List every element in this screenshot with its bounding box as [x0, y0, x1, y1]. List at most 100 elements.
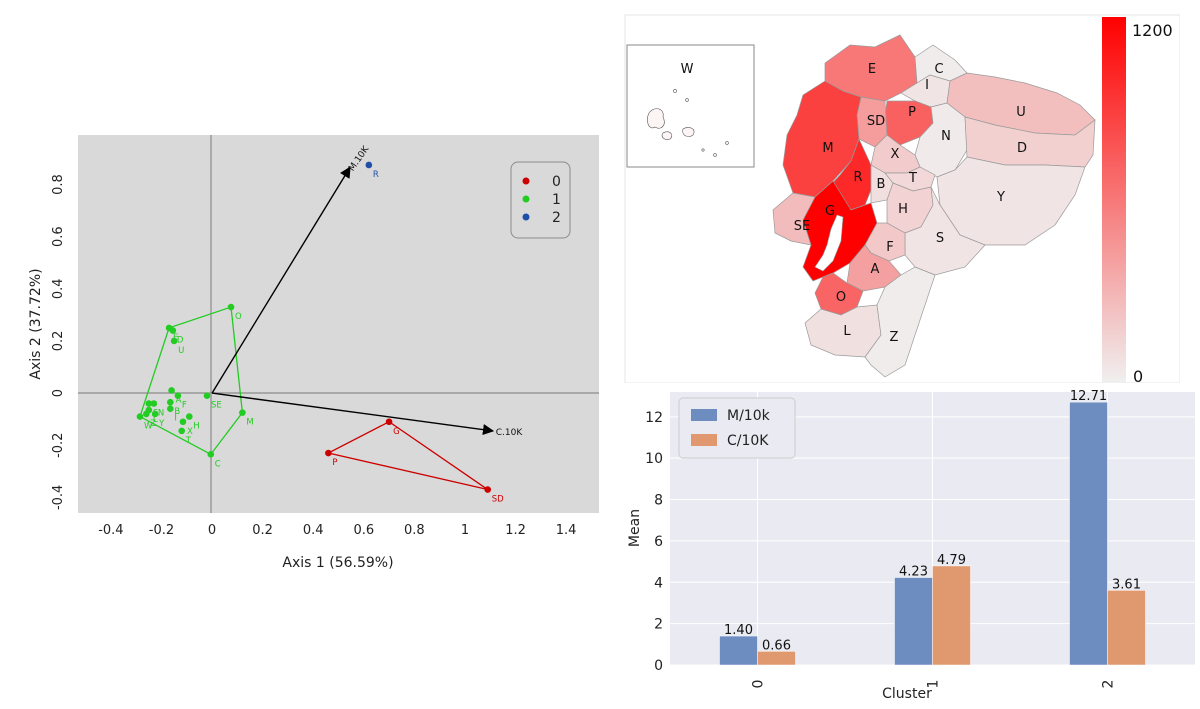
- inset-frame: [626, 44, 755, 168]
- bar-legend-label-c: C/10K: [727, 433, 769, 449]
- region-label-S: S: [936, 231, 944, 246]
- point-label-P: P: [332, 458, 337, 468]
- point-label-Z: Z: [150, 419, 156, 429]
- bar-m10k-cluster-1: [894, 577, 933, 666]
- point-O: [227, 303, 235, 311]
- point-label-SD: SD: [492, 495, 504, 505]
- bar-value-c10k-cluster-1: 4.79: [937, 553, 966, 568]
- bar-x-axis-label: Cluster: [882, 686, 932, 702]
- point-SE: [203, 392, 211, 399]
- bar-c10k-cluster-2: [1107, 590, 1146, 666]
- point-label-B: B: [174, 407, 180, 417]
- colorbar: [1102, 17, 1126, 383]
- point-label-F: F: [182, 401, 187, 411]
- point-W: [136, 413, 144, 420]
- point-T: [178, 427, 185, 435]
- region-label-I: I: [925, 78, 929, 93]
- point-Z: [142, 410, 150, 418]
- pca-legend-label-2: 2: [552, 210, 561, 226]
- vector-m10k: [211, 166, 351, 394]
- point-label-T: T: [185, 436, 192, 446]
- inset-islet-2: [685, 98, 689, 102]
- region-label-SE: SE: [794, 219, 810, 234]
- point-H: [185, 413, 193, 420]
- point-C: [207, 451, 215, 458]
- point-X: [179, 418, 187, 426]
- inset-label: W: [681, 62, 694, 77]
- region-label-M: M: [822, 141, 833, 156]
- choropleth-map: W E C I U P SD N M X D R: [624, 14, 1180, 383]
- pca-x-tick-7: 1: [461, 523, 469, 538]
- region-SE: [772, 192, 816, 246]
- pca-y-tick-5: 0.6: [51, 226, 66, 247]
- pca-x-tick-2: 0: [208, 523, 216, 538]
- region-label-SD: SD: [867, 114, 885, 129]
- point-U: [170, 337, 178, 345]
- pca-y-axis-label: Axis 2 (37.72%): [28, 268, 44, 379]
- bar-value-c10k-cluster-0: 0.66: [762, 638, 791, 653]
- region-label-C: C: [934, 62, 943, 77]
- point-N: [150, 400, 158, 407]
- point-G: [385, 418, 393, 426]
- pca-x-tick-9: 1.4: [556, 523, 577, 538]
- point-label-N: N: [158, 409, 164, 419]
- region-label-X: X: [891, 147, 900, 162]
- bar-value-m10k-cluster-2: 12.71: [1070, 389, 1107, 404]
- region-label-Z: Z: [890, 330, 899, 345]
- pca-x-tick-5: 0.6: [353, 523, 374, 538]
- point-P: [325, 449, 332, 457]
- point-label-E: E: [173, 333, 178, 343]
- point-Y: [151, 410, 159, 418]
- inset-islet-4: [725, 141, 729, 145]
- inset-islet-1: [673, 89, 677, 93]
- region-label-Y: Y: [996, 190, 1005, 205]
- point-A: [168, 387, 175, 394]
- point-label-X: X: [187, 427, 193, 437]
- pca-x-tick-4: 0.4: [303, 523, 324, 538]
- point-label-H: H: [193, 422, 199, 432]
- point-label-D: D: [177, 336, 184, 346]
- pca-y-tick-3: 0.2: [51, 331, 66, 352]
- pca-legend-marker-0: [522, 177, 530, 185]
- region-label-G: G: [825, 204, 835, 219]
- bar-m10k-cluster-0: [719, 635, 758, 666]
- point-label-Y: Y: [158, 419, 165, 429]
- pca-x-axis-label: Axis 1 (56.59%): [282, 555, 393, 571]
- pca-y-tick-2: 0: [51, 389, 66, 397]
- colorbar-min-label: 0: [1133, 367, 1143, 383]
- bar-x-tick-2: 2: [1101, 680, 1117, 689]
- inset-island-small-2: [682, 127, 695, 137]
- region-M: [782, 80, 862, 198]
- bar-c10k-cluster-1: [932, 565, 971, 666]
- pca-x-tick-6: 0.8: [404, 523, 425, 538]
- bar-value-m10k-cluster-0: 1.40: [724, 623, 753, 638]
- point-R: [365, 161, 373, 169]
- region-label-A: A: [871, 262, 880, 277]
- bar-value-m10k-cluster-1: 4.23: [899, 565, 928, 580]
- vector-label-c10k: C.10K: [496, 428, 524, 438]
- cluster-0-hull: [326, 421, 489, 491]
- bar-legend-box: [678, 397, 796, 459]
- pca-x-tick-0: -0.4: [98, 523, 123, 538]
- point-S: [145, 400, 153, 407]
- region-label-U: U: [1016, 105, 1026, 120]
- cluster-1-hull: [139, 306, 244, 456]
- point-label-U: U: [178, 346, 184, 356]
- region-label-R: R: [853, 170, 862, 185]
- bar-legend: M/10k C/10K: [678, 397, 796, 459]
- bar-legend-swatch-m: [691, 409, 717, 421]
- guayas-gulf: [814, 214, 844, 272]
- inset-islet-3: [713, 153, 717, 157]
- point-label-R: R: [373, 170, 379, 180]
- point-B: [167, 398, 174, 406]
- point-label-G: G: [393, 427, 400, 437]
- region-label-P: P: [908, 105, 916, 120]
- inset-island-small-1: [661, 131, 673, 140]
- pca-x-tick-3: 0.2: [252, 523, 273, 538]
- point-label-SE: SE: [211, 401, 222, 411]
- bar-y-tick-4: 8: [654, 493, 663, 509]
- region-Z: [864, 266, 936, 378]
- bar-y-tick-0: 0: [654, 658, 663, 674]
- bar-m10k-cluster-2: [1069, 401, 1108, 666]
